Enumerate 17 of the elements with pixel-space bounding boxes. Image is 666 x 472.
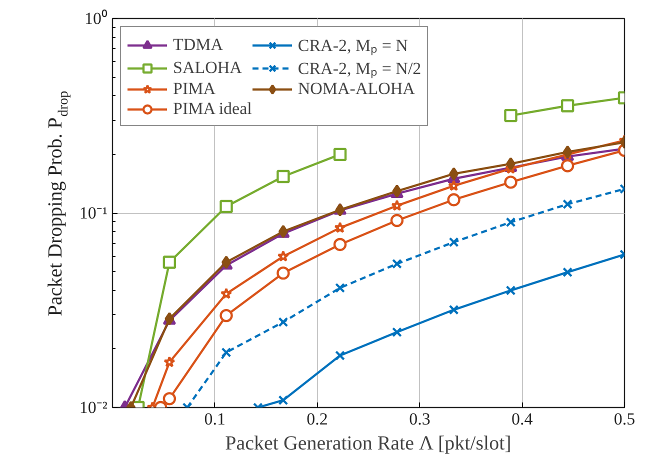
y-tick-label: 10⁰ (84, 9, 108, 28)
legend-label: NOMA-ALOHA (298, 79, 415, 99)
legend-label: TDMA (173, 34, 224, 54)
y-tick-label: 10⁻¹ (79, 204, 108, 222)
legend-label: PIMA ideal (173, 99, 252, 119)
legend-label: SALOHA (173, 58, 242, 78)
x-tick-label: 0.4 (511, 410, 534, 428)
legend-label: CRA-2, Mₚ = N (298, 35, 408, 56)
x-tick-label: 0.2 (306, 410, 328, 428)
x-tick-label: 0.1 (204, 410, 226, 428)
y-tick-label: 10⁻² (79, 398, 108, 417)
legend-label: PIMA (173, 79, 216, 99)
x-tick-label: 0.5 (614, 410, 636, 428)
y-axis-title: Packet Dropping Prob. Pdrop (44, 90, 72, 316)
x-axis-title: Packet Generation Rate Λ [pkt/slot] (225, 432, 512, 454)
x-tick-label: 0.3 (409, 410, 430, 428)
legend-label: CRA-2, Mₚ = N/2 (298, 58, 422, 79)
